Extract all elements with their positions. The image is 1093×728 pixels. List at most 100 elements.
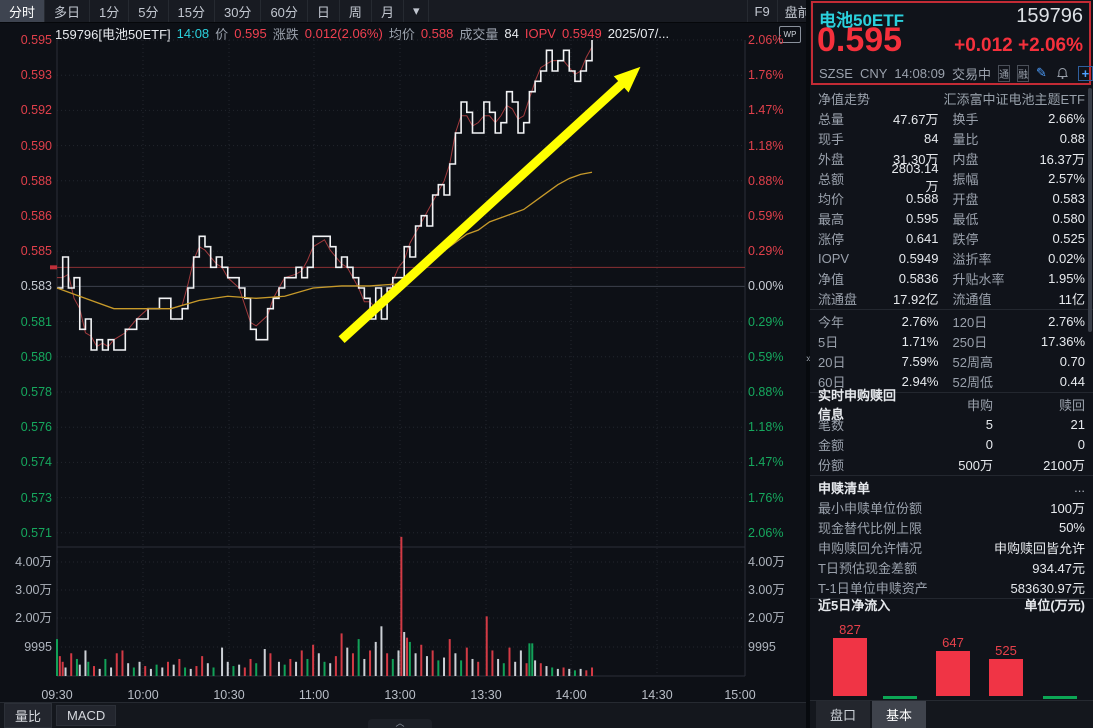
volume-bar (232, 666, 235, 676)
volume-bar (243, 667, 246, 676)
period-tab-1[interactable]: 多日 (45, 0, 91, 22)
axis-label-left: 0.578 (20, 385, 52, 399)
inflow-bar: 647 (936, 635, 970, 696)
quote-row: 外盘 31.30万 内盘 16.37万 (818, 151, 1085, 167)
volume-bar (78, 664, 81, 676)
volume-bar (448, 639, 451, 676)
axis-label-right: 2.00万 (748, 611, 785, 625)
quote-row: 净值 0.5836 升贴水率 1.95% (818, 270, 1085, 287)
nav-trend-row[interactable]: 净值走势 汇添富中证电池主题ETF (810, 88, 1093, 108)
panel-scrollbar[interactable] (1088, 88, 1092, 332)
period-tab-9[interactable]: 月 (372, 0, 404, 22)
trend-arrow-head (613, 66, 641, 93)
wp-overlay-icon[interactable]: WP (779, 26, 801, 43)
axis-label-right: 0.29% (748, 314, 784, 329)
net-inflow-unit: 单位(万元) (1024, 597, 1085, 613)
period-tab-5[interactable]: 30分 (215, 0, 262, 22)
volume-bar (249, 658, 252, 676)
axis-label-right: 3.00万 (748, 583, 785, 597)
volume-bar (323, 661, 326, 676)
indicator-tab-MACD[interactable]: MACD (56, 705, 117, 726)
volume-bar (562, 667, 565, 676)
quote-row: 现手 84 量比 0.88 (818, 130, 1085, 147)
axis-label-left: 0.592 (20, 103, 52, 118)
axis-label-right: 1.76% (748, 490, 784, 505)
period-tab-7[interactable]: 日 (308, 0, 340, 22)
axis-label-left: 0.588 (20, 173, 52, 188)
volume-bar (534, 660, 537, 676)
quote-row: 涨停 0.641 跌停 0.525 (818, 230, 1085, 247)
volume-bar (591, 667, 594, 676)
volume-bar (400, 536, 403, 676)
volume-bar (420, 644, 423, 676)
time-axis-label: 13:30 (470, 688, 502, 702)
quote-panel: 电池50ETF 159796 0.595 +0.012 +2.06% SZSE C… (810, 0, 1093, 728)
fund-full-name: 汇添富中证电池主题ETF (943, 91, 1085, 107)
axis-label-left: 0.586 (20, 209, 52, 223)
quote-meta-row: SZSE CNY 14:08:09 交易中通融 ✎ + (819, 64, 1093, 82)
axis-label-right: 1.76% (748, 68, 784, 83)
axis-label-right: 0.29% (748, 244, 784, 259)
quote-detail-rows: 净值走势 汇添富中证电池主题ETF 总量 47.67万 换手 2.66% 现手 84 量比 0.8… (810, 88, 1093, 600)
period-tab-10[interactable]: ▾ (404, 0, 430, 22)
volume-bar (70, 653, 73, 676)
volume-bar (184, 667, 187, 676)
chart-info-bar: 159796[电池50ETF] 14:08 价 0.595 涨跌 0.012(2… (55, 23, 795, 43)
volume-bar (397, 650, 400, 676)
volume-bar (132, 667, 135, 676)
period-tab-2[interactable]: 1分 (90, 0, 130, 22)
period-tab-4[interactable]: 15分 (169, 0, 215, 22)
time-axis-label: 14:00 (555, 688, 587, 702)
subscription-list-row: 现金替代比例上限 50% (818, 519, 1085, 536)
volume-bar (519, 650, 522, 676)
volume-bar (178, 658, 181, 676)
nav-trend-label: 净值走势 (818, 91, 871, 107)
chart-scroll-handle[interactable]: ︿ (368, 719, 432, 728)
panel-tab-基本[interactable]: 基本 (872, 701, 927, 728)
volume-bar (471, 658, 474, 676)
volume-bar (514, 661, 517, 676)
panel-collapse-icon[interactable]: » (805, 353, 813, 365)
volume-bar (477, 661, 480, 676)
add-to-watchlist-icon[interactable]: + (1077, 65, 1093, 81)
inflow-bar (883, 696, 917, 699)
axis-label-right: 0.59% (748, 209, 784, 223)
rt-subscription-row: 笔数 5 21 (818, 416, 1085, 433)
volume-bar (443, 657, 446, 676)
volume-bar (369, 650, 372, 676)
more-ellipsis-button[interactable]: ... (1074, 479, 1085, 495)
inflow-bar: 525 (989, 643, 1023, 696)
intraday-chart[interactable] (0, 0, 810, 728)
avg-value: 0.588 (420, 25, 454, 41)
panel-tab-盘口[interactable]: 盘口 (816, 701, 871, 728)
date-value: 2025/07/... (607, 25, 670, 41)
volume-bar (300, 650, 303, 676)
rt-subscription-row: 金额 0 0 (818, 436, 1085, 453)
inflow-bar: 827 (833, 622, 867, 696)
volume-bar (380, 626, 383, 676)
volume-bar (351, 653, 354, 676)
period-tab-6[interactable]: 60分 (261, 0, 308, 22)
volume-bar (414, 653, 417, 676)
axis-label-right: 2.06% (748, 525, 784, 540)
indicator-tab-量比[interactable]: 量比 (4, 703, 53, 728)
period-tab-8[interactable]: 周 (340, 0, 372, 22)
alert-bell-icon[interactable] (1056, 67, 1069, 80)
inflow-bar-label: 647 (942, 634, 964, 650)
period-toolbar: 分时 多日 1分 5分 15分 30分 60分日周月 ▾ (0, 0, 808, 23)
period-tab-3[interactable]: 5分 (129, 0, 169, 22)
period-tab-0[interactable]: 分时 (0, 0, 46, 22)
axis-label-left: 4.00万 (15, 555, 52, 569)
axis-label-left: 3.00万 (15, 583, 52, 597)
volume-bar (579, 668, 582, 676)
volume-bar (525, 663, 528, 676)
volume-bar (374, 641, 377, 676)
volume-bar (161, 667, 164, 676)
quote-row: IOPV 0.5949 溢折率 0.02% (818, 250, 1085, 267)
tool-item-0[interactable]: F9 (746, 0, 777, 22)
axis-label-right: 9995 (748, 640, 776, 654)
edit-pencil-icon[interactable]: ✎ (1036, 65, 1047, 80)
volume-bar (263, 649, 266, 676)
volume-bar (491, 650, 494, 676)
